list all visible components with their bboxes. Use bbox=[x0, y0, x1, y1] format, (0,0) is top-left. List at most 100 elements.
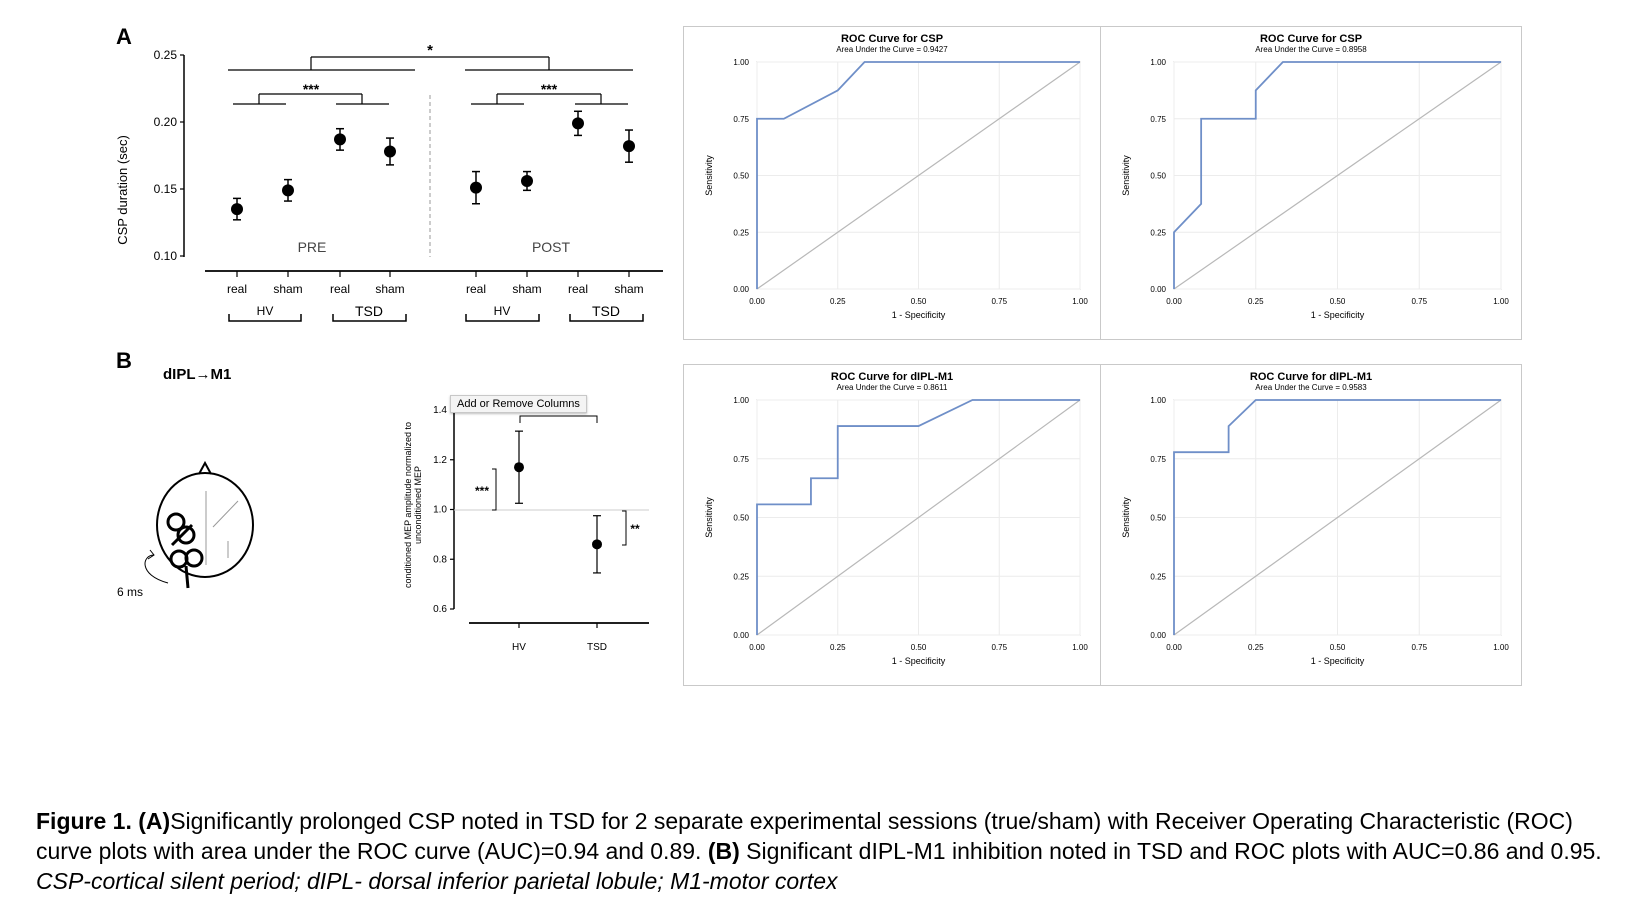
roc-ytick-label: 0.75 bbox=[733, 115, 749, 124]
roc-reference-diagonal bbox=[1173, 399, 1502, 636]
csp-xtick-label: real bbox=[330, 282, 350, 296]
roc-xtick-label: 0.00 bbox=[1166, 643, 1182, 652]
coil-upper bbox=[166, 512, 196, 547]
caption-fig-label: Figure 1. bbox=[36, 808, 132, 834]
roc-xtick-label: 0.50 bbox=[1330, 297, 1346, 306]
roc-subtitle: Area Under the Curve = 0.9427 bbox=[836, 45, 948, 54]
sig-label-hv: *** bbox=[475, 484, 489, 498]
roc-xtick-label: 0.25 bbox=[1248, 297, 1264, 306]
roc-ytick-label: 0.75 bbox=[1150, 455, 1166, 464]
roc-ytick-label: 1.00 bbox=[733, 58, 749, 67]
roc-xlabel: 1 - Specificity bbox=[1311, 310, 1365, 320]
roc-panel-csp-1: ROC Curve for CSP Area Under the Curve = … bbox=[683, 26, 1101, 340]
roc-xtick-label: 0.50 bbox=[911, 643, 927, 652]
roc-xtick-label: 0.25 bbox=[830, 297, 846, 306]
mep-ytick-label: 1.2 bbox=[433, 455, 447, 466]
csp-ytick-label: 0.20 bbox=[154, 115, 178, 129]
csp-xtick-label: sham bbox=[375, 282, 404, 296]
mep-ytick-label: 0.8 bbox=[433, 554, 447, 565]
roc-ytick-label: 0.25 bbox=[733, 228, 749, 237]
roc-title: ROC Curve for CSP bbox=[1260, 33, 1362, 45]
panel-b-label: B bbox=[116, 348, 132, 373]
group-label-post: POST bbox=[532, 239, 571, 255]
roc-xtick-label: 0.00 bbox=[749, 297, 765, 306]
csp-data-point bbox=[384, 145, 396, 158]
roc-xtick-label: 0.75 bbox=[991, 643, 1007, 652]
caption-a-text: Significantly prolonged CSP noted in TSD… bbox=[36, 808, 1573, 864]
roc-ytick-label: 0.75 bbox=[1150, 115, 1166, 124]
roc-ytick-label: 0.00 bbox=[1150, 285, 1166, 294]
roc-subtitle: Area Under the Curve = 0.8611 bbox=[837, 383, 948, 392]
roc-ylabel: Sensitivity bbox=[704, 155, 714, 196]
roc-xlabel: 1 - Specificity bbox=[1311, 656, 1365, 666]
diagram-title: dIPL→M1 bbox=[163, 366, 232, 383]
roc-xtick-label: 0.00 bbox=[1166, 297, 1182, 306]
roc-xtick-label: 1.00 bbox=[1493, 297, 1509, 306]
sig-label-post: *** bbox=[541, 81, 558, 97]
head-coil-diagram bbox=[144, 460, 254, 589]
bracket-label-tsd-post: TSD bbox=[592, 303, 620, 319]
roc-ytick-label: 0.00 bbox=[733, 631, 749, 640]
timing-label: 6 ms bbox=[117, 585, 144, 599]
roc-ytick-label: 0.50 bbox=[1150, 172, 1166, 181]
nose-marker bbox=[198, 460, 212, 475]
roc-ytick-label: 0.75 bbox=[733, 455, 749, 464]
caption-b-label: (B) bbox=[707, 838, 740, 864]
mep-data-point bbox=[514, 462, 524, 473]
group-label-pre: PRE bbox=[298, 239, 327, 255]
roc-ytick-label: 0.25 bbox=[1150, 572, 1166, 581]
roc-ytick-label: 1.00 bbox=[1150, 58, 1166, 67]
roc-ytick-label: 0.50 bbox=[733, 514, 749, 523]
caption-a-label: (A) bbox=[138, 808, 171, 834]
roc-ytick-label: 0.00 bbox=[733, 285, 749, 294]
csp-dot-plot: CSP duration (sec) 0.100.150.200.25 PRE … bbox=[115, 42, 663, 322]
group-brackets bbox=[228, 314, 644, 322]
mep-brackets bbox=[492, 415, 627, 546]
csp-data-point bbox=[231, 203, 243, 216]
roc-xtick-label: 0.00 bbox=[749, 643, 765, 652]
csp-ytick-label: 0.25 bbox=[154, 48, 178, 62]
roc-ytick-label: 0.00 bbox=[1150, 631, 1166, 640]
csp-xtick-label: real bbox=[568, 282, 588, 296]
csp-xtick-label: sham bbox=[512, 282, 541, 296]
csp-data-point bbox=[572, 117, 584, 130]
roc-xtick-label: 0.25 bbox=[830, 643, 846, 652]
coil-lower bbox=[169, 548, 204, 589]
roc-xtick-label: 0.25 bbox=[1248, 643, 1264, 652]
bracket-label-hv-post: HV bbox=[494, 304, 511, 318]
roc-subtitle: Area Under the Curve = 0.9583 bbox=[1255, 383, 1367, 392]
significance-brackets bbox=[228, 56, 633, 105]
roc-panel-dipl-2: ROC Curve for dIPL-M1 Area Under the Curv… bbox=[1100, 364, 1522, 686]
add-remove-columns-tooltip: Add or Remove Columns bbox=[450, 395, 587, 413]
roc-ytick-label: 1.00 bbox=[733, 396, 749, 405]
bracket-label-hv-pre: HV bbox=[257, 304, 274, 318]
mep-xtick-label: TSD bbox=[587, 642, 607, 653]
roc-xtick-label: 1.00 bbox=[1072, 297, 1088, 306]
roc-xtick-label: 0.50 bbox=[911, 297, 927, 306]
roc-ylabel: Sensitivity bbox=[1121, 155, 1131, 196]
roc-ytick-label: 0.25 bbox=[1150, 228, 1166, 237]
mep-data-point bbox=[592, 539, 602, 550]
sig-label-top: * bbox=[427, 42, 433, 59]
roc-reference-diagonal bbox=[1173, 61, 1502, 290]
roc-title: ROC Curve for dIPL-M1 bbox=[831, 371, 953, 383]
csp-xtick-label: real bbox=[466, 282, 486, 296]
csp-data-point bbox=[623, 140, 635, 153]
csp-data-point bbox=[521, 174, 533, 187]
roc-subtitle: Area Under the Curve = 0.8958 bbox=[1255, 45, 1367, 54]
csp-ytick-label: 0.15 bbox=[154, 182, 178, 196]
roc-curve bbox=[756, 399, 1080, 635]
roc-ylabel: Sensitivity bbox=[1121, 497, 1131, 538]
roc-xlabel: 1 - Specificity bbox=[892, 310, 946, 320]
panel-a-label: A bbox=[116, 24, 132, 49]
roc-ytick-label: 0.50 bbox=[733, 172, 749, 181]
mep-xtick-label: HV bbox=[512, 642, 526, 653]
csp-xtick-label: sham bbox=[614, 282, 643, 296]
timing-arrow bbox=[144, 554, 169, 584]
roc-xtick-label: 1.00 bbox=[1072, 643, 1088, 652]
mep-dot-plot: conditioned MEP amplitude normalized to … bbox=[403, 405, 649, 653]
csp-data-point bbox=[282, 184, 294, 197]
csp-xtick-label: real bbox=[227, 282, 247, 296]
